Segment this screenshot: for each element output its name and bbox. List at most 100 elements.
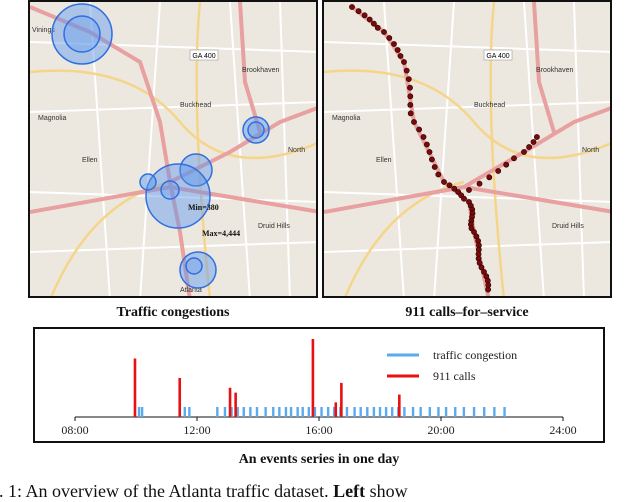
minor-roads <box>324 2 610 296</box>
traffic-congestion-map: GA 400 Vinings Brookhaven Buckhead Magno… <box>28 0 318 298</box>
traffic-event-bar <box>437 407 440 417</box>
call-dot <box>424 141 430 148</box>
traffic-event-bar <box>444 407 448 417</box>
call-event-bar <box>234 392 237 417</box>
x-tick-label: 20:00 <box>427 423 454 437</box>
legend-calls-label: 911 calls <box>433 369 476 383</box>
call-dot <box>431 164 438 170</box>
events-chart: 08:00 12:00 16:00 20:00 24:00 traffic conges… <box>61 339 577 437</box>
call-dot <box>374 24 381 31</box>
traffic-event-bar <box>255 407 259 417</box>
traffic-event-bar <box>503 407 506 417</box>
traffic-event-bar <box>284 407 288 417</box>
call-dot <box>503 161 510 168</box>
congestion-circle <box>160 180 180 200</box>
call-event-bar <box>178 378 182 417</box>
druid-hills-label: Druid Hills <box>258 223 290 230</box>
traffic-event-bar <box>345 407 349 417</box>
magnolia-label: Magnolia <box>38 115 67 122</box>
ellen-label: Ellen <box>376 157 392 164</box>
call-dot <box>407 110 414 117</box>
traffic-event-bar <box>188 407 191 417</box>
call-dot <box>530 139 537 145</box>
brookhaven-label: Brookhaven <box>536 67 573 74</box>
x-ticks: 08:00 12:00 16:00 20:00 24:00 <box>61 417 577 437</box>
call-dot <box>429 156 435 163</box>
traffic-event-bar <box>333 407 336 417</box>
ga400-label: GA 400 <box>192 53 215 60</box>
call-event-bar <box>311 339 315 417</box>
ga400-label: GA 400 <box>486 53 509 60</box>
map-svg-right: GA 400 Brookhaven Buckhead Magnolia Elle… <box>324 2 610 296</box>
calls-for-service-map: GA 400 Brookhaven Buckhead Magnolia Elle… <box>322 0 612 298</box>
buckhead-label: Buckhead <box>180 102 211 109</box>
call-dot <box>485 286 491 293</box>
call-dot <box>478 264 485 271</box>
traffic-event-bar <box>472 407 476 417</box>
arterial-roads <box>30 2 316 296</box>
traffic-event-bar <box>391 407 394 417</box>
traffic-event-bar <box>483 407 486 417</box>
call-dot <box>476 180 483 187</box>
legend: traffic congestion 911 calls <box>387 348 517 383</box>
highway-shield <box>483 49 513 61</box>
call-dot <box>533 134 540 140</box>
traffic-event-bar <box>313 407 317 417</box>
call-dot <box>461 195 467 202</box>
call-dot <box>361 12 368 19</box>
ellen-label: Ellen <box>82 157 98 164</box>
call-dot <box>407 102 414 108</box>
call-dot <box>486 174 493 181</box>
traffic-event-bar <box>264 407 267 417</box>
call-dot <box>435 171 442 178</box>
congestion-circle <box>139 173 157 191</box>
traffic-event-bar <box>289 407 293 417</box>
traffic-event-bar <box>493 407 496 417</box>
call-dot <box>407 93 414 100</box>
call-dot <box>521 149 527 155</box>
traffic-event-bar <box>242 407 245 417</box>
x-tick-label: 16:00 <box>305 423 332 437</box>
highway-shield <box>189 49 219 61</box>
congestion-circle <box>51 3 113 65</box>
caption-prefix: g. 1: An overview of the Atlanta traffic… <box>0 481 329 501</box>
call-dot <box>405 76 412 82</box>
call-dot <box>411 119 417 125</box>
druid-hills-label: Druid Hills <box>552 223 584 230</box>
call-dot <box>371 20 377 27</box>
min-label: Min=380 <box>188 203 219 212</box>
left-map-caption: Traffic congestions <box>116 305 230 320</box>
buckhead-label: Buckhead <box>474 102 505 109</box>
traffic-event-bar <box>272 407 275 417</box>
traffic-event-bar <box>411 407 415 417</box>
call-dot <box>416 126 422 133</box>
calls-bars <box>133 339 401 417</box>
traffic-event-bar <box>216 407 219 417</box>
traffic-event-bar <box>378 407 382 417</box>
traffic-event-bar <box>320 407 323 417</box>
call-dot <box>420 134 427 140</box>
traffic-bars <box>137 407 506 417</box>
call-dot <box>471 229 477 235</box>
call-dot <box>349 4 355 10</box>
traffic-event-bar <box>428 407 432 417</box>
traffic-event-bar <box>372 407 376 417</box>
vinings-label: Vinings <box>32 27 55 34</box>
traffic-event-bar <box>462 407 466 417</box>
call-event-bar <box>228 387 232 417</box>
traffic-event-bar <box>359 407 362 417</box>
traffic-event-bar <box>183 407 186 417</box>
call-dot <box>394 47 401 53</box>
traffic-event-bar <box>137 407 141 417</box>
north-label: North <box>582 147 599 154</box>
arterial-roads <box>324 2 610 296</box>
congestion-circles <box>51 3 270 289</box>
x-tick-label: 12:00 <box>183 423 210 437</box>
call-dot <box>397 53 404 59</box>
call-dot <box>481 268 487 275</box>
x-tick-label: 08:00 <box>61 423 88 437</box>
events-caption: An events series in one day <box>238 452 400 467</box>
traffic-event-bar <box>307 407 311 417</box>
congestion-circle <box>242 116 270 144</box>
call-dot <box>381 29 387 35</box>
